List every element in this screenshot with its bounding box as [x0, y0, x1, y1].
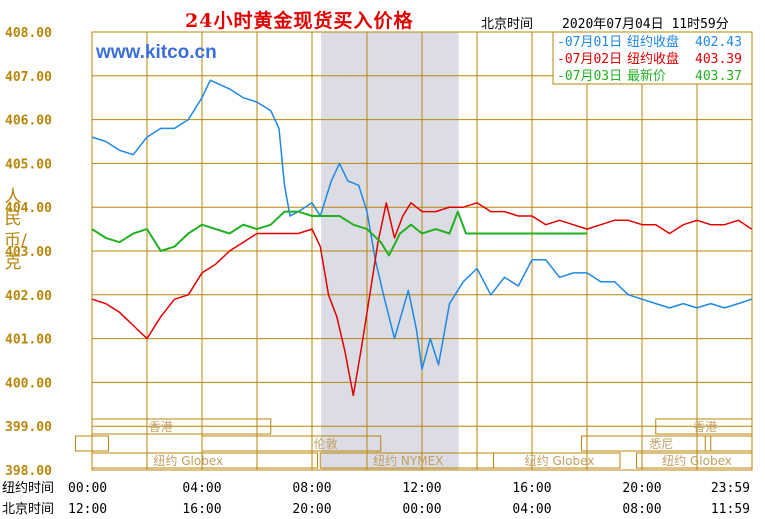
y-tick-label: 401.00 [5, 333, 52, 348]
y-tick-label: 402.00 [5, 289, 52, 304]
plot-frame [91, 31, 753, 471]
y-tick-label: 404.00 [5, 201, 52, 216]
ny-time-tick-label: 23:59 [711, 481, 750, 496]
header-datetime: 2020年07月04日 11时59分 [562, 17, 729, 32]
market-session-label: 纽约 NYMEX [373, 453, 443, 468]
ny-time-row-label: 纽约时间 [2, 481, 54, 496]
market-session-label: 伦敦 [314, 436, 338, 451]
series-line-2 [91, 202, 753, 397]
legend-entry: -07月02日 纽约收盘 403.39 [557, 51, 742, 67]
y-tick-label: 408.00 [5, 26, 52, 41]
ny-time-tick-label: 16:00 [512, 481, 551, 496]
y-tick-label: 403.00 [5, 245, 52, 260]
market-session-box [655, 418, 753, 435]
bj-time-tick-label: 16:00 [182, 502, 221, 517]
bj-time-row-label: 北京时间 [2, 502, 54, 517]
market-session-box [75, 435, 109, 452]
legend-entry: -07月03日 最新价 403.37 [557, 68, 742, 84]
ny-time-tick-label: 00:00 [68, 481, 107, 496]
y-unit-label: 人民币/克 [4, 187, 27, 273]
market-session-label: 纽约 Globex [525, 453, 595, 468]
market-session-label: 香港 [149, 420, 173, 434]
legend-box [552, 31, 753, 85]
market-session-box [704, 435, 753, 452]
bj-time-tick-label: 00:00 [402, 502, 441, 517]
watermark-logo: www.kitco.cn [96, 42, 217, 63]
bj-time-tick-label: 12:00 [68, 502, 107, 517]
market-session-box [636, 452, 753, 469]
market-session-box [91, 418, 272, 435]
market-session-box [91, 452, 318, 469]
market-session-box [581, 435, 712, 452]
chart-title: 24小时黄金现货买入价格 [185, 10, 414, 32]
y-tick-label: 407.00 [5, 70, 52, 85]
ny-time-tick-label: 12:00 [402, 481, 441, 496]
ny-time-tick-label: 04:00 [182, 481, 221, 496]
market-session-label: 纽约 Globex [662, 453, 732, 468]
y-tick-label: 398.00 [5, 464, 52, 479]
market-session-box [493, 452, 621, 469]
ny-time-tick-label: 08:00 [292, 481, 331, 496]
bj-time-tick-label: 04:00 [512, 502, 551, 517]
y-tick-label: 406.00 [5, 114, 52, 129]
y-tick-label: 405.00 [5, 157, 52, 172]
market-session-box [201, 435, 382, 452]
series-line-1 [91, 79, 752, 371]
ny-time-tick-label: 20:00 [622, 481, 661, 496]
bj-time-tick-label: 20:00 [292, 502, 331, 517]
legend-entry: -07月01日 纽约收盘 402.43 [557, 34, 742, 50]
bj-time-tick-label: 11:59 [711, 502, 750, 517]
bj-time-tick-label: 08:00 [622, 502, 661, 517]
market-session-label: 纽约 Globex [153, 453, 223, 468]
market-session-label: 悉尼 [649, 437, 673, 451]
market-session-label: 香港 [693, 420, 717, 434]
header-beijing-time-label: 北京时间 [481, 17, 534, 32]
y-tick-label: 399.00 [5, 420, 52, 435]
y-tick-label: 400.00 [5, 376, 52, 391]
series-line-3 [91, 210, 587, 257]
